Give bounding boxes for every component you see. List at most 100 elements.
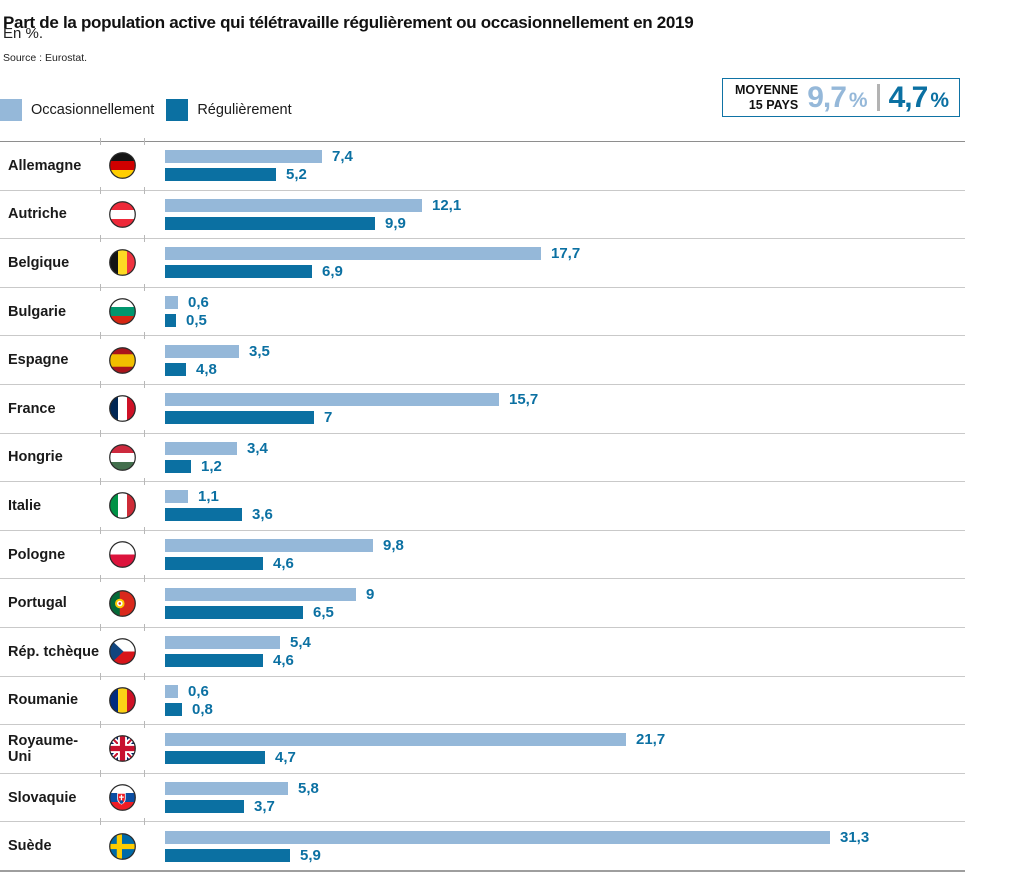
regular-bar	[165, 168, 276, 182]
country-label: Roumanie	[8, 692, 79, 709]
occasional-bar-line: 5,8	[165, 780, 965, 798]
country-label: Autriche	[8, 206, 67, 223]
legend-item-occasional: Occasionnellement	[0, 99, 154, 121]
regular-value-label: 4,6	[273, 652, 294, 670]
occasional-bar	[165, 441, 237, 455]
regular-bar-line: 4,7	[165, 750, 965, 765]
flag-united-kingdom-icon	[109, 735, 136, 763]
flag-cell	[100, 235, 145, 287]
regular-swatch-icon	[166, 99, 189, 121]
bars-group: 17,7 6,9	[145, 239, 965, 287]
occasional-bar-line: 1,1	[165, 488, 965, 506]
legend-item-regular: Régulièrement	[166, 99, 292, 121]
country-row: Royaume-Uni 21,7 4,7	[0, 721, 965, 773]
country-label: Italie	[8, 497, 42, 514]
flag-cell	[100, 429, 145, 482]
occasional-value-label: 5,8	[298, 780, 319, 798]
regular-bar-line: 4,8	[165, 362, 965, 377]
occasional-value-label: 0,6	[188, 682, 209, 700]
occasional-bar-line: 9,8	[165, 538, 965, 553]
average-box: MOYENNE 15 PAYS 9,7% 4,7%	[721, 78, 960, 117]
regular-bar	[165, 459, 191, 473]
country-row: Slovaquie 5,8 3,7	[0, 769, 965, 822]
occasional-bar	[165, 636, 280, 650]
country-row: Portugal 9 6,5	[0, 575, 965, 627]
bar-chart: Allemagne 7,4 5,2 Autriche 12,1 9,9 Belgique 17…	[0, 138, 965, 872]
regular-value-label: 9,9	[385, 214, 406, 232]
bars-group: 3,4 1,2	[145, 434, 965, 482]
country-label: Suède	[8, 838, 52, 855]
occasional-bar-line: 3,4	[165, 439, 965, 457]
regular-bar	[165, 557, 263, 571]
flag-sweden-icon	[109, 832, 136, 860]
regular-bar-line: 0,8	[165, 702, 965, 717]
bars-group: 5,8 3,7	[145, 774, 965, 822]
average-regular-value: 4,7%	[888, 80, 949, 114]
occasional-value-label: 12,1	[432, 196, 462, 214]
flag-czechia-icon	[109, 638, 136, 666]
country-label: France	[8, 400, 56, 417]
flag-italy-icon	[109, 492, 136, 520]
occasional-bar-line: 0,6	[165, 682, 965, 700]
regular-bar-line: 6,5	[165, 603, 965, 621]
flag-cell	[100, 818, 145, 870]
chart-source: Source : Eurostat.	[3, 52, 88, 64]
bars-group: 1,1 3,6	[145, 482, 965, 530]
flag-france-icon	[109, 395, 136, 423]
legend-label-regular: Régulièrement	[197, 102, 292, 118]
occasional-value-label: 1,1	[198, 488, 219, 506]
bars-group: 3,5 4,8	[145, 336, 965, 384]
regular-bar	[165, 411, 314, 425]
average-regular-number: 4,7	[888, 80, 929, 114]
occasional-value-label: 0,6	[188, 294, 209, 312]
regular-bar	[165, 751, 265, 765]
bars-group: 0,6 0,8	[145, 677, 965, 725]
flag-cell	[100, 381, 145, 433]
occasional-bar	[165, 150, 322, 164]
occasional-value-label: 3,4	[247, 439, 268, 457]
regular-bar	[165, 216, 375, 230]
occasional-bar	[165, 393, 499, 407]
country-row: Espagne 3,5 4,8	[0, 332, 965, 384]
occasional-bar-line: 17,7	[165, 246, 965, 261]
occasional-bar	[165, 490, 188, 504]
country-label: Espagne	[8, 352, 69, 369]
country-label: Rép. tchèque	[8, 643, 100, 660]
country-row: France 15,7 7	[0, 381, 965, 433]
regular-bar	[165, 654, 263, 668]
occasional-bar	[165, 296, 178, 310]
regular-value-label: 3,6	[252, 506, 273, 524]
average-occasional-unit: %	[848, 88, 868, 112]
regular-bar-line: 6,9	[165, 264, 965, 279]
occasional-bar	[165, 782, 288, 796]
chart-subtitle: En %.	[3, 25, 44, 42]
country-label: Royaume-Uni	[8, 732, 79, 765]
country-label: Belgique	[8, 254, 70, 271]
bars-group: 7,4 5,2	[145, 142, 965, 190]
flag-germany-icon	[109, 152, 136, 180]
flag-romania-icon	[109, 686, 136, 714]
occasional-bar	[165, 198, 422, 212]
bars-group: 5,4 4,6	[145, 628, 965, 676]
country-row: Italie 1,1 3,6	[0, 478, 965, 530]
country-row: Suède 31,3 5,9	[0, 818, 965, 870]
legend: Occasionnellement Régulièrement	[0, 99, 292, 121]
flag-belgium-icon	[109, 249, 136, 277]
regular-value-label: 0,5	[186, 312, 207, 330]
average-occasional-value: 9,7%	[807, 82, 868, 113]
occasional-bar-line: 7,4	[165, 149, 965, 164]
flag-cell	[100, 478, 145, 530]
regular-bar	[165, 314, 176, 328]
regular-value-label: 4,6	[273, 555, 294, 573]
flag-cell	[100, 623, 145, 676]
occasional-value-label: 9	[366, 585, 375, 603]
occasional-bar	[165, 539, 373, 553]
country-row: Autriche 12,1 9,9	[0, 186, 965, 239]
regular-value-label: 5,9	[300, 846, 321, 864]
occasional-bar-line: 12,1	[165, 196, 965, 214]
regular-value-label: 6,5	[313, 603, 334, 621]
regular-bar	[165, 508, 242, 522]
flag-spain-icon	[109, 346, 136, 374]
country-row: Allemagne 7,4 5,2	[0, 138, 965, 190]
bars-group: 31,3 5,9	[145, 822, 965, 870]
